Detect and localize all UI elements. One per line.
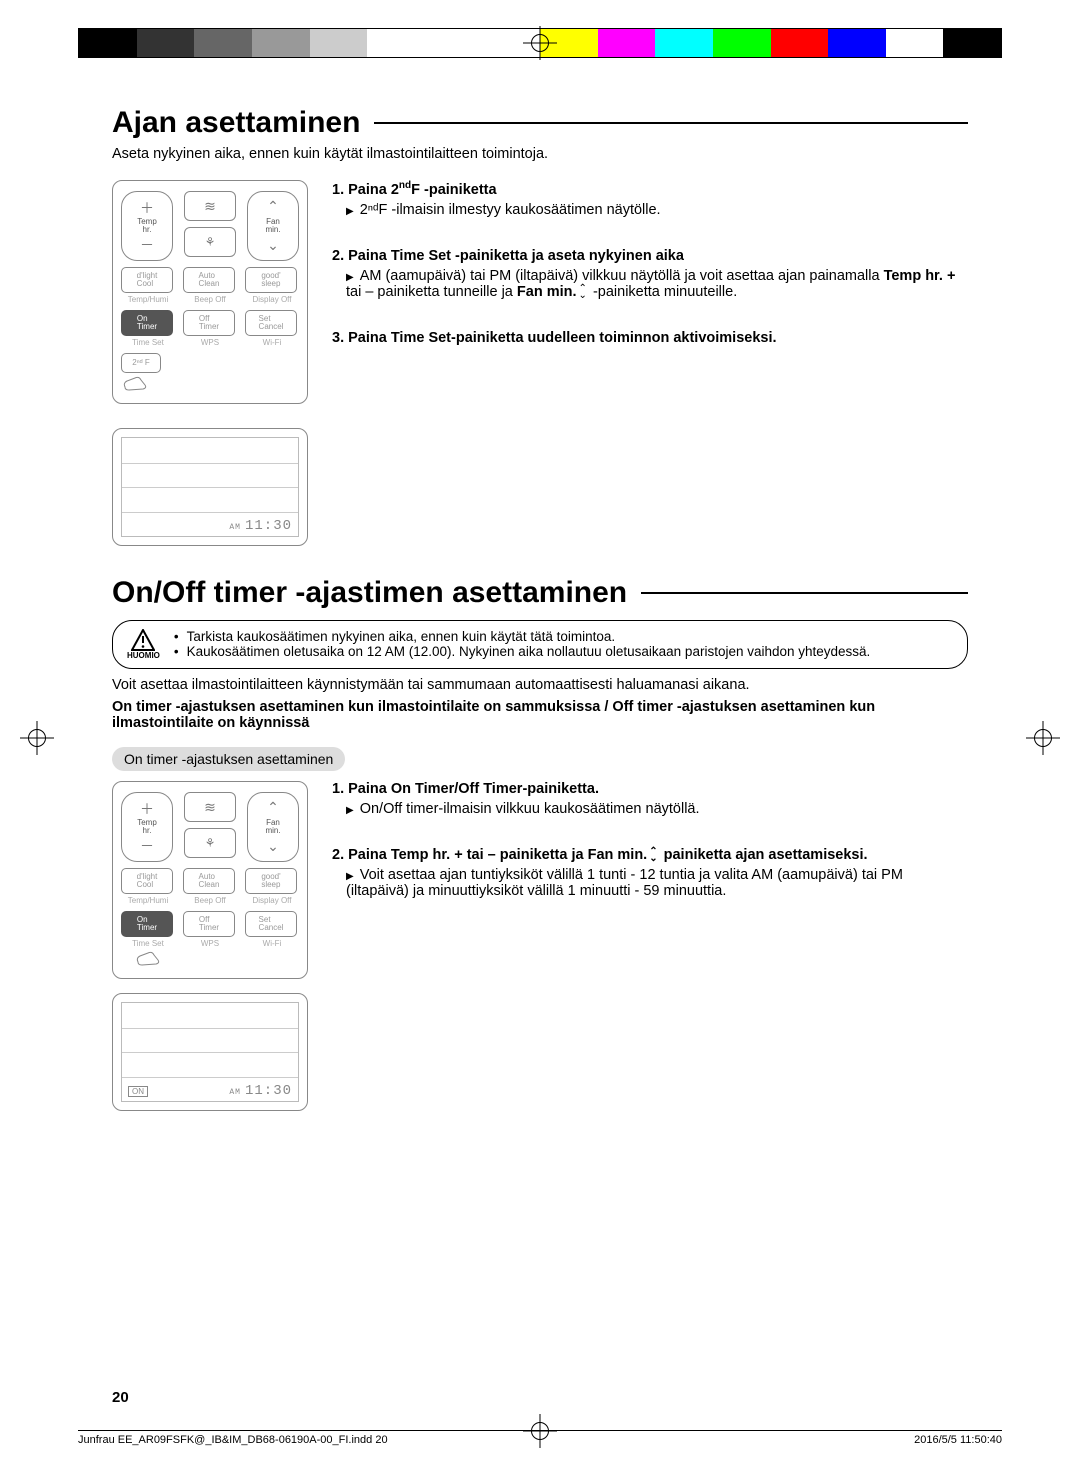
registration-cross-left <box>20 721 54 755</box>
footer: Junfrau EE_AR09FSFK@_IB&IM_DB68-06190A-0… <box>78 1430 1002 1446</box>
section1-step3: 3. Paina Time Set-painiketta uudelleen t… <box>332 330 968 346</box>
notice-box: HUOMIO Tarkista kaukosäätimen nykyinen a… <box>112 620 968 669</box>
section1-left-col: ＋Temphr.－ ≋ ⚘ ⌃Fanmin.⌄ d'lightCoolTemp/… <box>112 180 308 546</box>
registration-cross-right <box>1026 721 1060 755</box>
registration-cross-top <box>523 26 557 60</box>
section2-p1: Voit asettaa ilmastointilaitteen käynnis… <box>112 677 968 693</box>
section1-title-text: Ajan asettaminen <box>112 106 360 140</box>
s1-step1-a: 1. Paina <box>332 182 391 198</box>
s2-step2-a: 2. Paina Temp hr. + tai – painiketta ja … <box>332 847 647 863</box>
section2-steps: 1. Paina On Timer/Off Timer-painiketta. … <box>332 781 968 929</box>
notice-item-2: Kaukosäätimen oletusaika on 12 AM (12.00… <box>174 644 870 659</box>
display2-am: AM <box>229 1088 241 1097</box>
section2-pill: On timer -ajastuksen asettaminen <box>112 747 345 771</box>
warning-icon: HUOMIO <box>127 629 160 660</box>
section1-step2: 2. Paina Time Set -painiketta ja aseta n… <box>332 248 968 300</box>
footer-left: Junfrau EE_AR09FSFK@_IB&IM_DB68-06190A-0… <box>78 1434 388 1446</box>
s2-step2-body: Voit asettaa ajan tuntiyksiköt välillä 1… <box>346 867 903 899</box>
title-rule-2 <box>641 592 968 594</box>
updown-icon-2: ⌃⌄ <box>649 848 657 862</box>
section1-step1: 1. Paina 2ndF -painiketta 2ⁿᵈF -ilmaisin… <box>332 180 968 218</box>
s2-step2-b: painiketta ajan asettamiseksi. <box>660 847 868 863</box>
section2-title-text: On/Off timer -ajastimen asettaminen <box>112 576 627 610</box>
section2-left-col: ＋Temphr.－ ≋ ⚘ ⌃Fanmin.⌄ d'lightCoolTemp/… <box>112 781 308 1111</box>
remote-diagram-1: ＋Temphr.－ ≋ ⚘ ⌃Fanmin.⌄ d'lightCoolTemp/… <box>112 180 308 404</box>
section2-body: ＋Temphr.－ ≋ ⚘ ⌃Fanmin.⌄ d'lightCoolTemp/… <box>112 781 968 1111</box>
display-on-badge: ON <box>128 1086 148 1097</box>
display2-time: 11:30 <box>245 1083 292 1099</box>
section1-title: Ajan asettaminen <box>112 106 968 140</box>
warning-label: HUOMIO <box>127 651 160 660</box>
title-rule <box>374 122 968 124</box>
s1-step1-c: nd <box>399 180 411 191</box>
s1-step2-a: AM (aamupäivä) tai PM (iltapäivä) vilkku… <box>346 268 884 284</box>
s1-step2-head: 2. Paina Time Set -painiketta ja aseta n… <box>332 248 968 264</box>
page-number: 20 <box>112 1389 129 1406</box>
notice-item-1: Tarkista kaukosäätimen nykyinen aika, en… <box>174 629 870 644</box>
s1-step1-d: F -painiketta <box>411 182 496 198</box>
s2-step1-head: 1. Paina On Timer/Off Timer-painiketta. <box>332 781 968 797</box>
s1-step2-c: tai – painiketta tunneille ja <box>346 284 517 300</box>
s1-step1-body: 2ⁿᵈF -ilmaisin ilmestyy kaukosäätimen nä… <box>346 202 661 218</box>
s1-step1-b: 2 <box>391 182 399 198</box>
notice-list: Tarkista kaukosäätimen nykyinen aika, en… <box>174 629 870 659</box>
s1-step2-b: Temp hr. + <box>884 268 956 284</box>
updown-icon: ⌃⌄ <box>579 285 587 299</box>
remote-display-1: AM 11:30 <box>112 428 308 546</box>
s1-step3-head: 3. Paina Time Set-painiketta uudelleen t… <box>332 330 968 346</box>
page-content: Ajan asettaminen Aseta nykyinen aika, en… <box>112 106 968 1406</box>
footer-right: 2016/5/5 11:50:40 <box>914 1434 1002 1446</box>
section2-step2: 2. Paina Temp hr. + tai – painiketta ja … <box>332 847 968 899</box>
section1-steps: 1. Paina 2ndF -painiketta 2ⁿᵈF -ilmaisin… <box>332 180 968 376</box>
display-time: 11:30 <box>245 518 292 534</box>
section2-p2: On timer -ajastuksen asettaminen kun ilm… <box>112 699 968 731</box>
s2-step1-body: On/Off timer-ilmaisin vilkkuu kaukosääti… <box>346 801 700 817</box>
s1-step2-e: -painiketta minuuteille. <box>589 284 737 300</box>
section2-title: On/Off timer -ajastimen asettaminen <box>112 576 968 610</box>
section2-step1: 1. Paina On Timer/Off Timer-painiketta. … <box>332 781 968 817</box>
section1-body: ＋Temphr.－ ≋ ⚘ ⌃Fanmin.⌄ d'lightCoolTemp/… <box>112 180 968 546</box>
section1-intro: Aseta nykyinen aika, ennen kuin käytät i… <box>112 146 968 162</box>
remote-diagram-2: ＋Temphr.－ ≋ ⚘ ⌃Fanmin.⌄ d'lightCoolTemp/… <box>112 781 308 979</box>
s1-step2-d: Fan min. <box>517 284 577 300</box>
display-am: AM <box>229 523 241 532</box>
remote-display-2: ON AM 11:30 <box>112 993 308 1111</box>
